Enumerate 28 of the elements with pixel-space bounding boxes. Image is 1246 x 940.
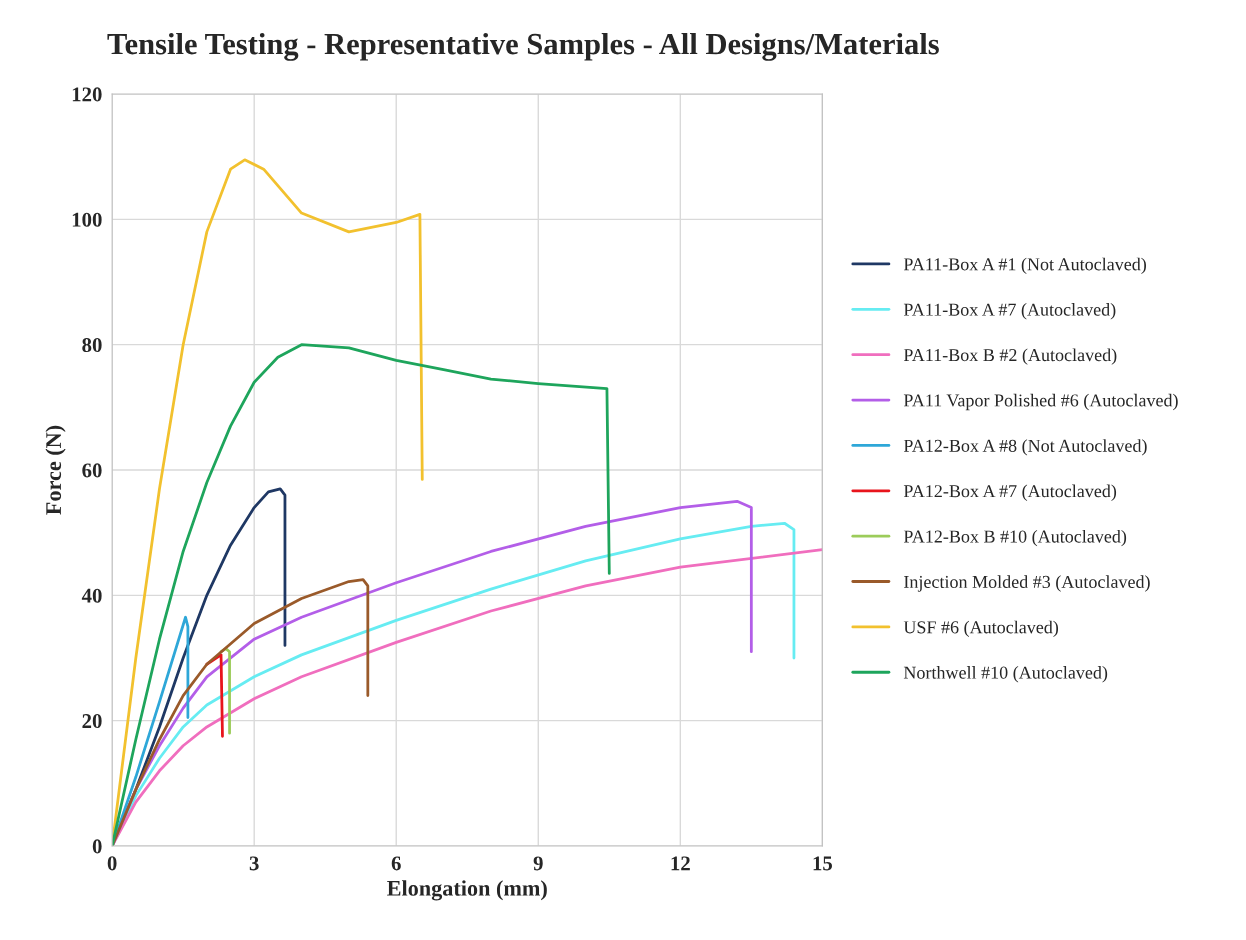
line-series — [112, 578, 370, 846]
x-tick-label: 3 — [249, 856, 259, 871]
y-tick-label: 40 — [81, 588, 102, 603]
y-tick-label: 100 — [72, 212, 102, 227]
x-tick-label: 6 — [391, 856, 401, 871]
line-series — [112, 343, 611, 846]
chart-title: Tensile Testing - Representative Samples - All Designs/Materials — [107, 32, 939, 61]
legend-label: USF #6 (Autoclaved) — [903, 620, 1059, 638]
x-tick-label: 9 — [533, 856, 543, 871]
legend-label: PA12-Box B #10 (Autoclaved) — [903, 529, 1127, 547]
legend-label: PA11-Box A #1 (Not Autoclaved) — [903, 257, 1146, 275]
y-tick-label: 60 — [82, 463, 102, 478]
y-tick-label: 120 — [72, 87, 102, 102]
x-tick-label: 0 — [107, 856, 117, 871]
y-tick-label: 0 — [92, 839, 102, 854]
legend-label: PA11-Box A #7 (Autoclaved) — [903, 303, 1116, 320]
x-tick-label: 12 — [671, 856, 690, 871]
x-tick-label: 15 — [813, 856, 833, 871]
y-tick-label: 20 — [82, 714, 102, 729]
x-axis-title: Elongation (mm) — [387, 880, 547, 901]
y-axis-title: Force (N) — [45, 425, 66, 515]
legend-label: Northwell #10 (Autoclaved) — [903, 666, 1108, 683]
legend-label: PA11-Box B #2 (Autoclaved) — [903, 348, 1117, 365]
legend-label: PA12-Box A #7 (Autoclaved) — [903, 484, 1117, 501]
legend-label: PA11 Vapor Polished #6 (Autoclaved) — [903, 393, 1178, 411]
legend-label: PA12-Box A #8 (Not Autoclaved) — [903, 439, 1147, 456]
y-tick-label: 80 — [82, 338, 102, 353]
legend-label: Injection Molded #3 (Autoclaved) — [904, 575, 1150, 592]
